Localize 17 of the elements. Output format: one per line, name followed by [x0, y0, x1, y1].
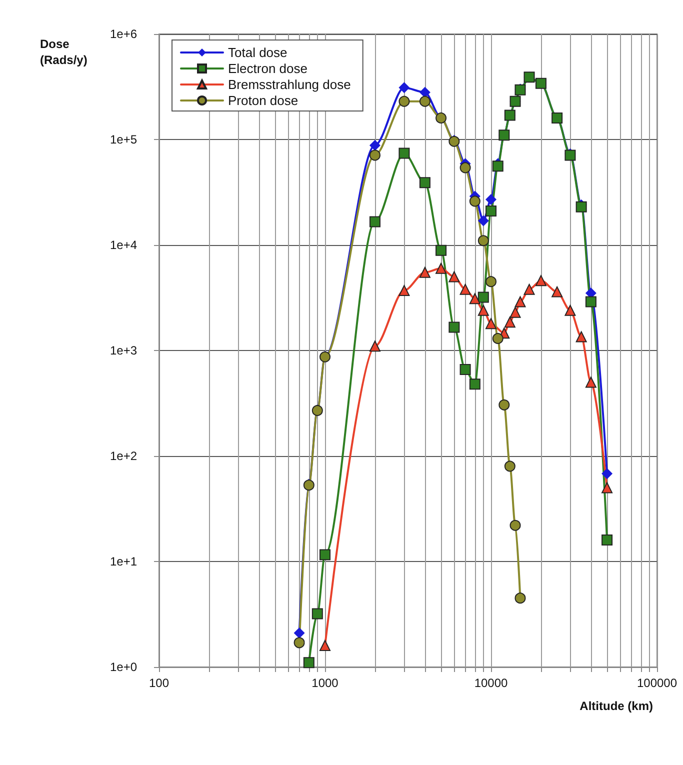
y-tick-label: 1e+2 [110, 449, 138, 463]
x-axis-title: Altitude (km) [580, 699, 654, 713]
x-tick-label: 1000 [312, 676, 339, 690]
y-tick-label: 1e+1 [110, 554, 138, 568]
x-tick-label: 100000 [636, 676, 678, 690]
y-tick-label: 1e+4 [110, 238, 138, 252]
x-tick-label: 10000 [474, 676, 508, 690]
y-tick-label: 1e+5 [110, 132, 138, 146]
legend-label: Proton dose [228, 93, 298, 108]
y-tick-label: 1e+6 [110, 27, 138, 41]
legend-label: Total dose [228, 45, 288, 60]
y-tick-label: 1e+0 [110, 660, 138, 674]
legend-label: Electron dose [228, 61, 308, 76]
legend-label: Bremsstrahlung dose [228, 77, 351, 92]
y-axis-title: Dose (Rads/y) [40, 37, 88, 67]
y-tick-label: 1e+3 [110, 344, 138, 358]
x-tick-label: 100 [148, 676, 170, 690]
